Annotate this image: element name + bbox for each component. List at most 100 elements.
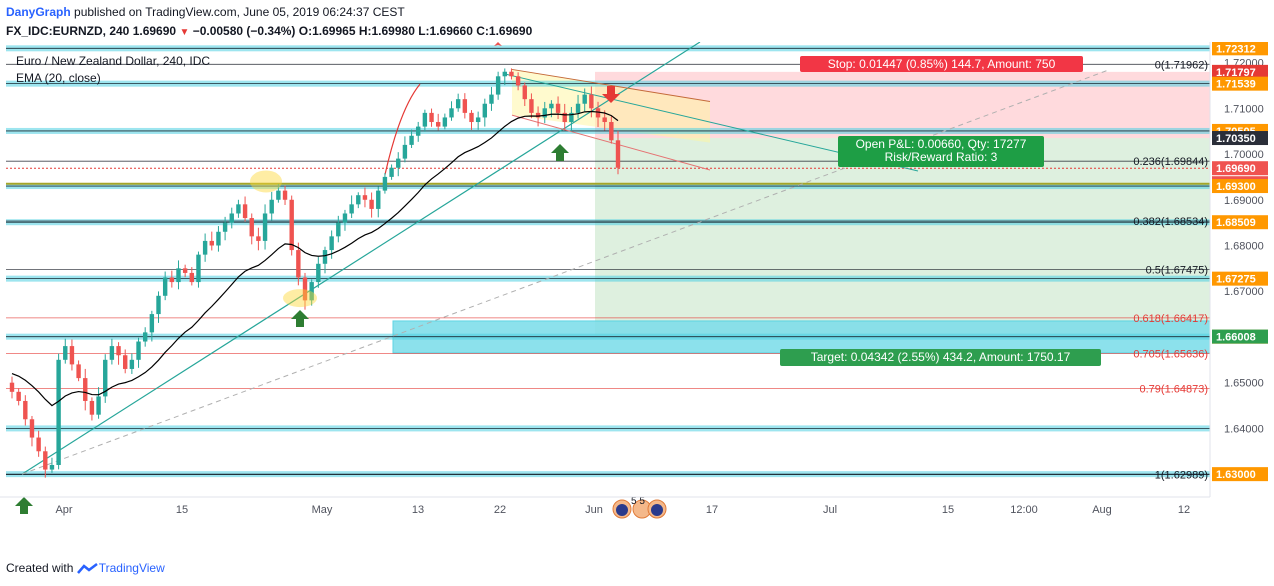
price-tag-zone: 1.69300 (1212, 179, 1268, 194)
time-tick: May (312, 504, 333, 516)
candle-body (342, 213, 348, 223)
candle-body (176, 268, 181, 283)
candle-body (422, 112, 428, 127)
candle-body (582, 94, 587, 104)
candle-body (249, 218, 254, 237)
candle-body (36, 437, 41, 452)
candle-body (256, 236, 261, 241)
price-tick: 1.69000 (1224, 195, 1264, 207)
candle-body (455, 99, 461, 109)
candle-body (435, 122, 441, 127)
candle-body (542, 108, 547, 118)
candle-body (262, 213, 268, 241)
price-tick: 1.64000 (1224, 423, 1264, 435)
candle-body (209, 240, 214, 246)
price-tag-zone: 1.71539 (1212, 76, 1268, 91)
fib-label: 0.5(1.67475) (1146, 265, 1208, 277)
candle-body (222, 222, 228, 232)
candle-body (462, 99, 468, 113)
svg-text:Risk/Reward Ratio: 3: Risk/Reward Ratio: 3 (885, 150, 998, 164)
candle-body (609, 122, 614, 141)
candle-body (409, 135, 414, 145)
author-name[interactable]: DanyGraph (6, 5, 71, 19)
price-chart[interactable]: 0(1.71962) 0.236(1.69844) 0.382(1.68534) 0.… (0, 42, 1274, 552)
price-tag-zone: 1.72312 (1212, 42, 1268, 56)
candle-body (529, 99, 534, 113)
time-tick: 13 (412, 504, 424, 516)
price-tag-zone: 1.68509 (1212, 215, 1268, 230)
fib-label: 0.236(1.69844) (1133, 156, 1208, 168)
candle-body (302, 277, 308, 301)
publish-info: published on TradingView.com, June 05, 2… (74, 5, 405, 19)
time-tick: Jul (823, 504, 837, 516)
candle-body (276, 190, 281, 200)
candle-body (63, 346, 68, 360)
time-tick: 12:00 (1010, 504, 1038, 516)
time-tick: Apr (55, 504, 72, 516)
candle-body (329, 236, 334, 251)
candle-body (429, 112, 434, 123)
candle-body (489, 94, 494, 104)
highlight-circle (283, 289, 317, 308)
sell-arrow-icon (602, 86, 620, 103)
candle-body (362, 195, 368, 200)
candle-body (595, 108, 601, 118)
candle-body (356, 195, 361, 205)
candle-body (349, 204, 354, 214)
candle-body (69, 346, 75, 365)
time-tick: 12 (1178, 504, 1190, 516)
svg-text:1.71539: 1.71539 (1216, 79, 1256, 91)
candle-body (615, 140, 621, 168)
price-tag-last: 1.69690 (1212, 161, 1268, 176)
candle-body (109, 346, 115, 360)
candle-body (449, 108, 454, 118)
created-with-label: Created with (6, 561, 74, 575)
candle-body (475, 117, 481, 123)
pnl-label[interactable]: Open P&L: 0.00660, Qty: 17277Risk/Reward… (838, 136, 1044, 167)
stop-label[interactable]: Stop: 0.01447 (0.85%) 144.7, Amount: 750 (800, 56, 1083, 72)
time-tick: 17 (706, 504, 718, 516)
price-change: −0.00580 (−0.34%) (192, 24, 296, 38)
candle-body (309, 282, 314, 301)
candle-body (555, 103, 561, 113)
candle-body (16, 391, 21, 401)
price-tick: 1.65000 (1224, 378, 1264, 390)
highlight-circle (250, 170, 282, 193)
event-badge[interactable]: 5 5 (612, 496, 667, 519)
svg-text:1.66008: 1.66008 (1216, 332, 1256, 344)
down-arrow-icon: ▼ (179, 27, 190, 38)
svg-text:1.70350: 1.70350 (1216, 133, 1256, 145)
fib-label: 0.79(1.64873) (1140, 383, 1209, 395)
candle-body (136, 341, 141, 360)
fib-label: 0.382(1.68534) (1133, 216, 1208, 228)
time-tick: 15 (176, 504, 188, 516)
candle-body (23, 400, 28, 420)
buy-arrow-icon (15, 497, 33, 514)
legend-series: Euro / New Zealand Dollar, 240, IDC (16, 54, 210, 68)
candle-body (49, 464, 55, 470)
candle-body (575, 103, 581, 113)
target-label[interactable]: Target: 0.04342 (2.55%) 434.2, Amount: 1… (780, 349, 1101, 366)
candle-body (216, 231, 221, 246)
ema-line (11, 110, 619, 407)
svg-text:1.67275: 1.67275 (1216, 274, 1256, 286)
candle-body (522, 85, 527, 100)
tradingview-brand[interactable]: TradingView (98, 561, 165, 575)
price-tag-zone: 1.63000 (1212, 467, 1268, 482)
price-tick: 1.70000 (1224, 149, 1264, 161)
candle-body (269, 199, 274, 214)
candle-body (96, 396, 101, 415)
candle-body (502, 71, 507, 77)
svg-text:Stop: 0.01447 (0.85%) 144.7, A: Stop: 0.01447 (0.85%) 144.7, Amount: 750 (828, 57, 1056, 71)
fib-label: 0.705(1.65636) (1133, 349, 1208, 361)
candle-body (416, 126, 421, 136)
price-tag-ema: 1.70350 (1212, 131, 1268, 146)
candle-body (236, 204, 241, 214)
svg-text:1.71797: 1.71797 (1216, 67, 1256, 79)
footer: Created with TradingView (6, 561, 165, 575)
candle-body (369, 199, 374, 209)
channel-top (511, 68, 711, 102)
symbol-header: FX_IDC:EURNZD, 240 1.69690 ▼ −0.00580 (−… (6, 24, 532, 38)
candle-body (242, 204, 248, 219)
candle-body (482, 103, 488, 118)
